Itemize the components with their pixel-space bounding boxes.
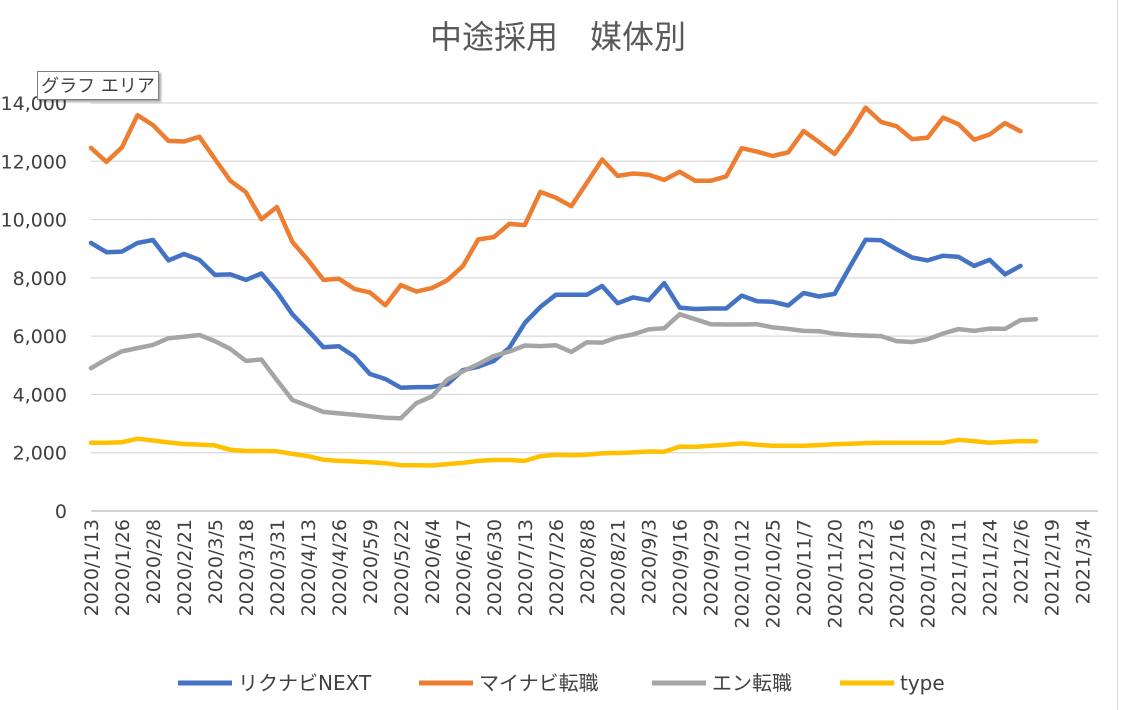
x-tick-label: 2020/6/17 (453, 519, 475, 616)
x-tick-label: 2020/7/26 (546, 519, 568, 616)
series-line-3 (88, 436, 1039, 468)
x-tick-label: 2020/8/21 (608, 519, 630, 616)
x-tick-label: 2020/5/9 (360, 519, 382, 604)
x-tick-label: 2020/5/22 (391, 519, 413, 616)
x-tick-label: 2020/9/16 (670, 519, 692, 616)
x-tick-label: 2020/2/8 (143, 519, 165, 604)
x-tick-label: 2020/3/18 (236, 519, 258, 616)
x-tick-label: 2021/1/24 (980, 519, 1002, 616)
legend: リクナビNEXT マイナビ転職 エン転職 type (178, 671, 945, 695)
x-tick-label: 2020/6/4 (422, 519, 444, 604)
x-tick-label: 2020/12/3 (856, 519, 878, 616)
x-tick-label: 2020/1/13 (81, 519, 103, 616)
x-tick-label: 2020/7/13 (515, 519, 537, 616)
x-tick-label: 2020/2/21 (174, 519, 196, 616)
y-tick-label: 2,000 (13, 443, 67, 465)
x-tick-label: 2021/3/4 (1073, 519, 1095, 604)
y-tick-label: 0 (55, 501, 67, 523)
x-tick-label: 2020/4/26 (329, 519, 351, 616)
y-tick-label: 4,000 (13, 384, 67, 406)
y-tick-label: 10,000 (1, 210, 67, 232)
x-axis-tick-labels: 2020/1/13 2020/1/26 2020/2/8 2020/2/21 2020/… (81, 519, 1095, 629)
legend-label: エン転職 (712, 671, 792, 695)
x-tick-label: 2020/10/25 (763, 519, 785, 629)
y-tick-label: 6,000 (13, 326, 67, 348)
x-tick-label: 2020/12/16 (887, 519, 909, 629)
chart-area-tooltip: グラフ エリア (37, 71, 159, 100)
x-tick-label: 2021/2/6 (1011, 519, 1033, 604)
legend-label: type (900, 671, 945, 695)
y-tick-label: 8,000 (13, 268, 67, 290)
legend-label: リクナビNEXT (238, 671, 372, 695)
legend-label: マイナビ転職 (479, 671, 599, 695)
x-tick-label: 2020/12/29 (918, 519, 940, 629)
x-tick-label: 2020/3/31 (267, 519, 289, 616)
series-line-2 (88, 312, 1039, 421)
x-tick-label: 2020/9/29 (701, 519, 723, 616)
series-lines (88, 105, 1039, 468)
frame-edge (1117, 0, 1118, 710)
x-tick-label: 2020/11/7 (794, 519, 816, 616)
x-tick-label: 2020/10/12 (732, 519, 754, 629)
series-line-0 (88, 237, 1023, 390)
x-tick-label: 2020/6/30 (484, 519, 506, 616)
x-tick-label: 2020/11/20 (825, 519, 847, 629)
x-tick-label: 2020/8/8 (577, 519, 599, 604)
y-tick-label: 12,000 (1, 151, 67, 173)
x-tick-label: 2020/9/3 (639, 519, 661, 604)
x-tick-label: 2020/4/13 (298, 519, 320, 616)
x-tick-label: 2021/1/11 (949, 519, 971, 616)
x-tick-label: 2021/2/19 (1042, 519, 1064, 616)
x-tick-label: 2020/3/5 (205, 519, 227, 604)
chart-title: 中途採用 媒体別 (430, 18, 686, 56)
x-tick-label: 2020/1/26 (112, 519, 134, 616)
series-line-1 (88, 105, 1023, 308)
